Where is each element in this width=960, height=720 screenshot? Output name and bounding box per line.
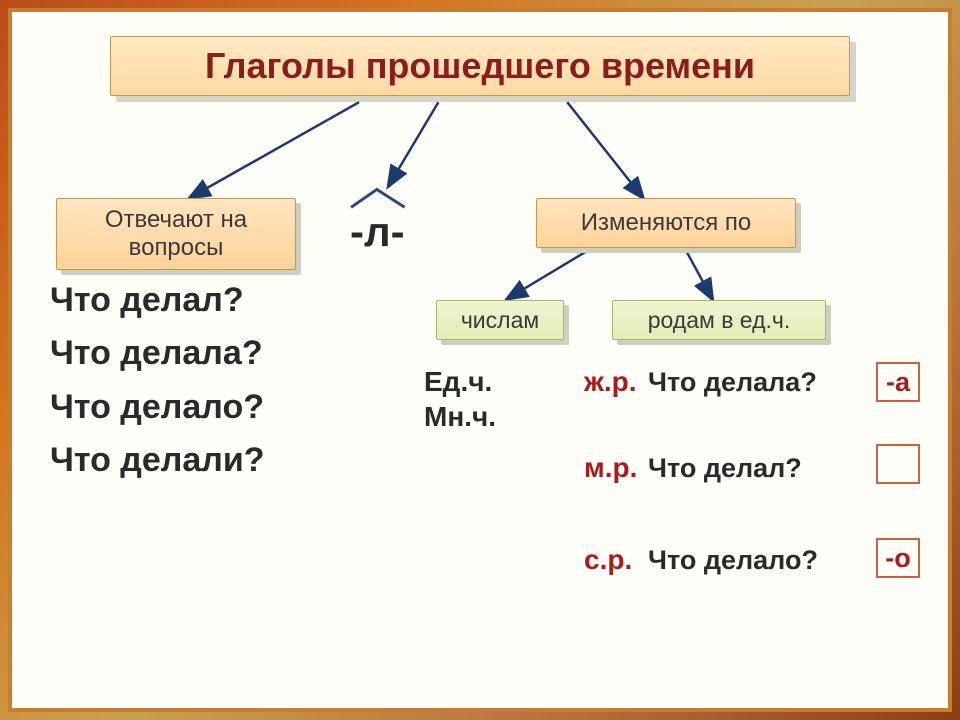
gender-abbr: с.р. (584, 544, 642, 576)
gender-question: Что делала? (648, 367, 817, 398)
title-text: Глаголы прошедшего времени (205, 45, 755, 87)
genders-label: родам в ед.ч. (648, 307, 791, 333)
gender-row-neuter: с.р. Что делало? (584, 544, 818, 576)
title-box: Глаголы прошедшего времени (110, 36, 850, 96)
front: родам в ед.ч. (612, 300, 826, 340)
ending-text: -а (886, 367, 910, 398)
number-item: Мн.ч. (424, 399, 496, 434)
outer-frame: Глаголы прошедшего времени Отвеча (0, 0, 960, 720)
gender-question: Что делал? (648, 453, 802, 484)
suffix-l: -л- (350, 208, 405, 256)
genders-box: родам в ед.ч. (612, 300, 826, 340)
gender-abbr: м.р. (584, 452, 642, 484)
questions-column: Что делал? Что делала? Что делало? Что д… (50, 282, 310, 496)
branch-questions-label: Отвечают на вопросы (105, 206, 247, 261)
ending-box-o: -о (876, 538, 920, 578)
gender-question: Что делало? (648, 545, 818, 576)
gender-abbr: ж.р. (584, 366, 642, 398)
gender-row-feminine: ж.р. Что делала? (584, 366, 817, 398)
inner-frame: Глаголы прошедшего времени Отвеча (8, 8, 952, 712)
question-item: Что делало? (50, 389, 310, 426)
numbers-box: числам (436, 300, 564, 340)
front: числам (436, 300, 564, 340)
front: Изменяются по (536, 198, 796, 248)
branch-changes-box: Изменяются по (536, 198, 796, 248)
branch-changes-label: Изменяются по (581, 209, 752, 237)
title-front: Глаголы прошедшего времени (110, 36, 850, 96)
question-item: Что делали? (50, 442, 310, 479)
branch-questions-box: Отвечают на вопросы (56, 198, 296, 270)
number-item: Ед.ч. (424, 364, 496, 399)
ending-box-a: -а (876, 362, 920, 402)
question-item: Что делала? (50, 335, 310, 372)
ending-text: -о (885, 543, 910, 574)
ending-box-empty (876, 444, 920, 484)
numbers-label: числам (461, 307, 539, 333)
front: Отвечают на вопросы (56, 198, 296, 270)
numbers-column: Ед.ч. Мн.ч. (424, 364, 496, 434)
question-item: Что делал? (50, 282, 310, 319)
gender-row-masculine: м.р. Что делал? (584, 452, 802, 484)
